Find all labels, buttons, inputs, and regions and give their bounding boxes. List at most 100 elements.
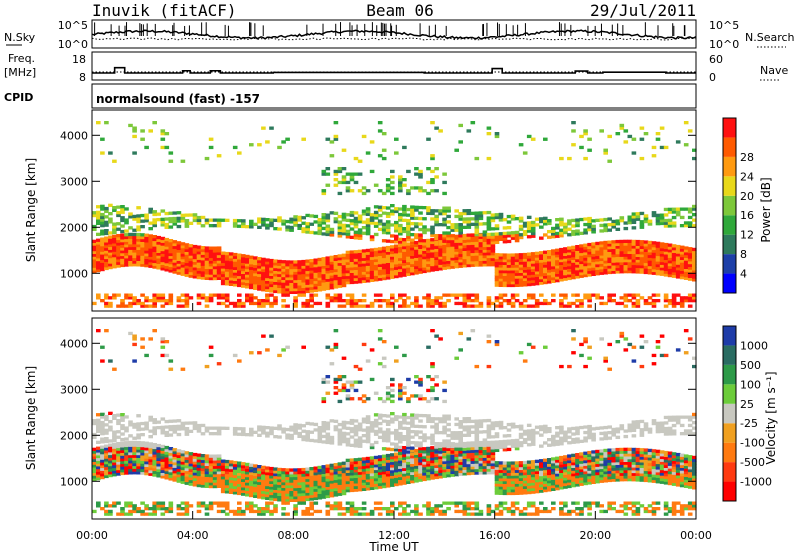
- heatmap-cell: [518, 233, 524, 237]
- heatmap-cell: [365, 279, 371, 283]
- heatmap-cell: [144, 241, 149, 246]
- heatmap-cell: [615, 222, 621, 226]
- heatmap-cell: [257, 476, 262, 480]
- heatmap-cell: [410, 457, 415, 462]
- heatmap-cell: [647, 249, 653, 253]
- heatmap-cell: [104, 304, 109, 308]
- heatmap-cell: [418, 251, 423, 255]
- heatmap-cell: [555, 223, 560, 227]
- heatmap-cell: [224, 265, 230, 269]
- heatmap-cell: [309, 483, 314, 487]
- heatmap-cell: [466, 209, 472, 213]
- heatmap-cell: [426, 255, 431, 259]
- heatmap-cell: [325, 219, 331, 223]
- heatmap-cell: [269, 478, 274, 482]
- heatmap-cell: [245, 462, 250, 467]
- heatmap-cell: [305, 270, 310, 274]
- heatmap-cell: [136, 255, 141, 259]
- cpid-value: normalsound (fast) -157: [96, 92, 260, 106]
- heatmap-cell: [293, 274, 298, 278]
- heatmap-cell: [526, 134, 532, 139]
- heatmap-cell: [655, 266, 661, 270]
- heatmap-cell: [357, 252, 363, 256]
- heatmap-cell: [265, 482, 270, 487]
- heatmap-cell: [269, 301, 274, 306]
- heatmap-cell: [164, 217, 170, 221]
- heatmap-cell: [627, 261, 633, 266]
- heatmap-cell: [269, 264, 274, 268]
- heatmap-cell: [116, 239, 121, 243]
- heatmap-cell: [297, 218, 302, 222]
- heatmap-cell: [530, 296, 536, 300]
- heatmap-cell: [390, 417, 395, 421]
- heatmap-cell: [108, 420, 113, 424]
- heatmap-cell: [176, 296, 182, 300]
- heatmap-cell: [377, 501, 383, 505]
- heatmap-cell: [365, 459, 371, 463]
- heatmap-cell: [422, 466, 427, 471]
- heatmap-cell: [124, 304, 129, 308]
- heatmap-cell: [253, 483, 258, 487]
- heatmap-cell: [398, 462, 403, 467]
- heatmap-cell: [164, 211, 170, 216]
- heatmap-cell: [204, 426, 210, 430]
- heatmap-cell: [462, 217, 468, 221]
- heatmap-cell: [293, 276, 298, 281]
- heatmap-cell: [494, 277, 500, 282]
- heatmap-cell: [365, 462, 371, 466]
- heatmap-cell: [224, 465, 230, 469]
- heatmap-cell: [325, 270, 331, 274]
- heatmap-cell: [208, 471, 214, 475]
- heatmap-cell: [116, 435, 121, 439]
- heatmap-cell: [583, 296, 588, 300]
- heatmap-cell: [345, 186, 351, 190]
- heatmap-cell: [200, 432, 206, 436]
- heatmap-cell: [631, 253, 637, 257]
- heatmap-cell: [539, 270, 544, 274]
- heatmap-cell: [100, 462, 105, 466]
- heatmap-cell: [224, 468, 230, 472]
- heatmap-cell: [639, 270, 645, 274]
- heatmap-cell: [293, 423, 298, 427]
- heatmap-cell: [438, 253, 443, 257]
- heatmap-cell: [671, 244, 677, 248]
- heatmap-cell: [410, 474, 415, 478]
- heatmap-cell: [534, 304, 540, 308]
- heatmap-cell: [317, 490, 323, 494]
- heatmap-cell: [361, 476, 367, 480]
- heatmap-cell: [430, 156, 435, 161]
- heatmap-cell: [249, 474, 254, 478]
- heatmap-cell: [156, 263, 161, 267]
- heatmap-cell: [631, 261, 637, 266]
- heatmap-cell: [615, 242, 621, 246]
- heatmap-cell: [692, 261, 697, 265]
- heatmap-cell: [112, 206, 117, 210]
- heatmap-cell: [200, 265, 206, 269]
- heatmap-cell: [486, 132, 492, 136]
- heatmap-cell: [390, 475, 395, 479]
- heatmap-cell: [434, 223, 439, 227]
- heatmap-cell: [269, 486, 274, 490]
- heatmap-cell: [663, 270, 669, 274]
- heatmap-cell: [510, 264, 516, 268]
- heatmap-cell: [506, 270, 512, 274]
- heatmap-cell: [663, 267, 669, 271]
- heatmap-cell: [152, 240, 157, 244]
- heatmap-cell: [313, 258, 319, 262]
- heatmap-cell: [422, 461, 427, 465]
- heatmap-cell: [176, 427, 182, 431]
- heatmap-cell: [241, 478, 246, 482]
- heatmap-cell: [253, 301, 258, 306]
- heatmap-cell: [313, 439, 319, 443]
- heatmap-cell: [204, 296, 210, 300]
- heatmap-cell: [112, 430, 117, 434]
- heatmap-cell: [498, 232, 504, 236]
- heatmap-cell: [108, 473, 113, 478]
- heatmap-cell: [575, 245, 580, 249]
- heatmap-cell: [385, 211, 391, 216]
- heatmap-cell: [353, 274, 359, 279]
- heatmap-cell: [293, 282, 298, 286]
- heatmap-cell: [96, 429, 101, 433]
- heatmap-cell: [426, 137, 431, 141]
- heatmap-cell: [128, 460, 133, 464]
